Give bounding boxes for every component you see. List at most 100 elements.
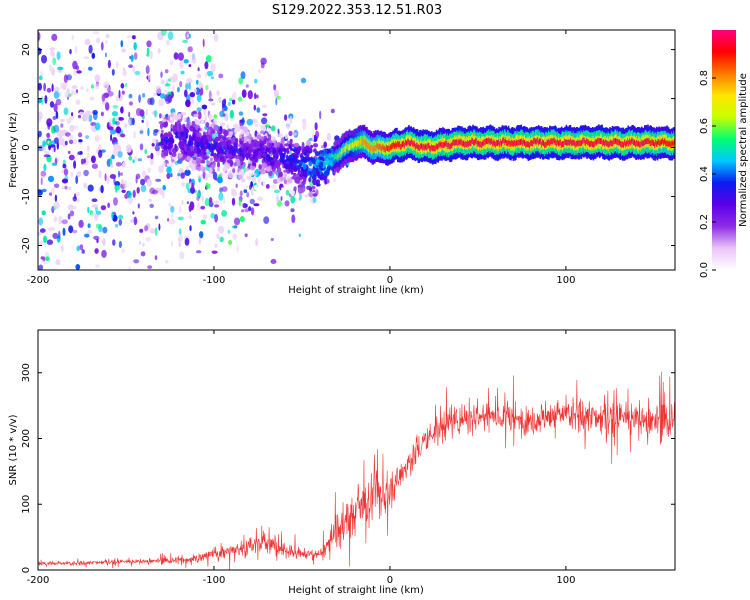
- spectrogram-blob: [290, 195, 296, 204]
- spectrogram-core-blob: [310, 144, 313, 149]
- spectrogram-core-blob: [188, 164, 192, 168]
- spectrogram-core-blob: [261, 146, 265, 151]
- spectrogram-core-blob: [222, 151, 227, 155]
- spectrogram-blob: [100, 205, 107, 211]
- spectrogram-ridge-band: [389, 144, 392, 151]
- snr-x-tick-label: 100: [556, 575, 575, 586]
- spectrogram-blob: [136, 187, 140, 194]
- spectrogram-blob: [80, 86, 84, 90]
- spectrogram-blob: [255, 238, 258, 247]
- spectrogram-blob: [53, 216, 58, 223]
- spectrogram-blob: [199, 87, 204, 96]
- snr-series-line: [38, 371, 675, 570]
- spectrogram-core-blob: [284, 143, 290, 147]
- spectrogram-blob: [151, 142, 155, 147]
- spectrogram-core-blob: [234, 127, 238, 134]
- spectrogram-blob: [80, 158, 85, 165]
- spectrogram-blob: [118, 214, 124, 220]
- spectrogram-core-blob: [293, 142, 300, 148]
- spectrogram-blob: [214, 243, 218, 248]
- spectrogram-ridge-band: [393, 142, 396, 149]
- spectrogram-blob: [246, 191, 250, 198]
- spectrogram-blob: [219, 187, 223, 193]
- spectrogram-blob: [248, 206, 252, 212]
- spectrogram-blob: [61, 82, 67, 90]
- spectrogram-ridge-band: [626, 141, 629, 147]
- spectrogram-blob: [221, 210, 228, 217]
- spectrogram-core-blob: [292, 132, 297, 136]
- spectrogram-core-blob: [189, 145, 193, 152]
- spectrogram-blob: [177, 52, 184, 61]
- spectrogram-blob: [161, 79, 165, 85]
- spectrogram-ridge-band: [422, 144, 424, 151]
- spectrogram-blob: [181, 181, 186, 187]
- spectrogram-blob: [116, 61, 119, 68]
- spectrogram-ridge-band: [537, 137, 539, 144]
- spectrogram-blob: [208, 98, 214, 102]
- spectrogram-blob: [69, 210, 75, 217]
- spectrogram-blob: [132, 159, 135, 164]
- spectrogram-blob: [200, 219, 206, 225]
- spectrogram-ridge-band: [374, 144, 377, 151]
- spectrogram-blob: [67, 204, 74, 212]
- spectrogram-blob: [53, 91, 60, 99]
- spectrogram-core-blob: [213, 145, 217, 150]
- spectrogram-core-blob: [289, 168, 294, 173]
- spectrogram-ridge-band: [454, 139, 457, 146]
- spectrogram-core-blob: [201, 119, 204, 124]
- spectrogram-core-blob: [192, 156, 197, 161]
- spectrogram-ridge-band: [473, 139, 476, 146]
- spectrogram-core-blob: [176, 113, 182, 120]
- spectrogram-blob: [71, 112, 74, 117]
- spectrogram-blob: [57, 69, 63, 73]
- spectrogram-blob: [105, 40, 108, 44]
- spectrogram-blob: [235, 183, 238, 188]
- spectrogram-blob: [46, 87, 52, 93]
- colorbar: 0.0 0.2 0.4 0.6 0.8 Normalized spectral ampl…: [699, 30, 749, 278]
- spectrogram-blob: [120, 133, 126, 138]
- spectrogram-blob: [133, 259, 140, 264]
- colorbar-tick-label: 0.2: [699, 214, 710, 230]
- spectrogram-core-blob: [281, 157, 284, 162]
- spectrogram-blob: [51, 83, 54, 92]
- spectrogram-blob: [186, 201, 190, 205]
- colorbar-tick-label: 0.8: [699, 70, 710, 86]
- spectrogram-blob: [139, 109, 145, 117]
- spectrogram-blob: [79, 244, 84, 251]
- spectrogram-blob: [66, 118, 72, 124]
- spectrogram-ridge-band: [556, 140, 558, 147]
- spectrogram-core-blob: [189, 127, 194, 132]
- spectrogram-blob: [67, 96, 69, 100]
- spectrogram-blob: [54, 137, 59, 144]
- spectrogram-blob: [38, 111, 43, 120]
- spectrogram-blob: [207, 70, 213, 77]
- spectrogram-ridge-band: [621, 141, 623, 148]
- spectrogram-blob: [176, 86, 180, 93]
- spectrogram-blob: [51, 162, 57, 166]
- spectrogram-core-blob: [308, 160, 313, 167]
- spectrogram-blob: [118, 218, 123, 226]
- spectrogram-blob: [218, 96, 222, 104]
- spectrogram-core-blob: [265, 137, 270, 142]
- spectrogram-blob: [107, 91, 114, 97]
- spectrogram-blob: [114, 185, 120, 191]
- spectrogram-core-blob: [171, 147, 178, 154]
- spectrogram-blob: [126, 35, 133, 39]
- spectrogram-blob: [128, 118, 131, 126]
- spectrogram-blob: [105, 34, 110, 39]
- spectrogram-blob: [228, 239, 233, 246]
- spectrogram-blob: [197, 173, 203, 180]
- spectrogram-blob: [118, 170, 120, 178]
- spectrogram-core-blob: [240, 131, 243, 136]
- spectrogram-core-blob: [316, 170, 321, 176]
- spectrogram-core-blob: [194, 141, 197, 147]
- spectrogram-blob: [254, 92, 257, 100]
- spectrogram-core-blob: [281, 148, 288, 152]
- spectrogram-core-blob: [232, 168, 236, 174]
- spectrogram-blob: [49, 47, 56, 51]
- spectrogram-core-blob: [163, 136, 170, 143]
- spectrogram-core-blob: [171, 156, 178, 160]
- spectrogram-blob: [181, 199, 184, 206]
- spectrogram-ridge-band: [403, 140, 405, 147]
- spectrogram-core-blob: [293, 148, 297, 154]
